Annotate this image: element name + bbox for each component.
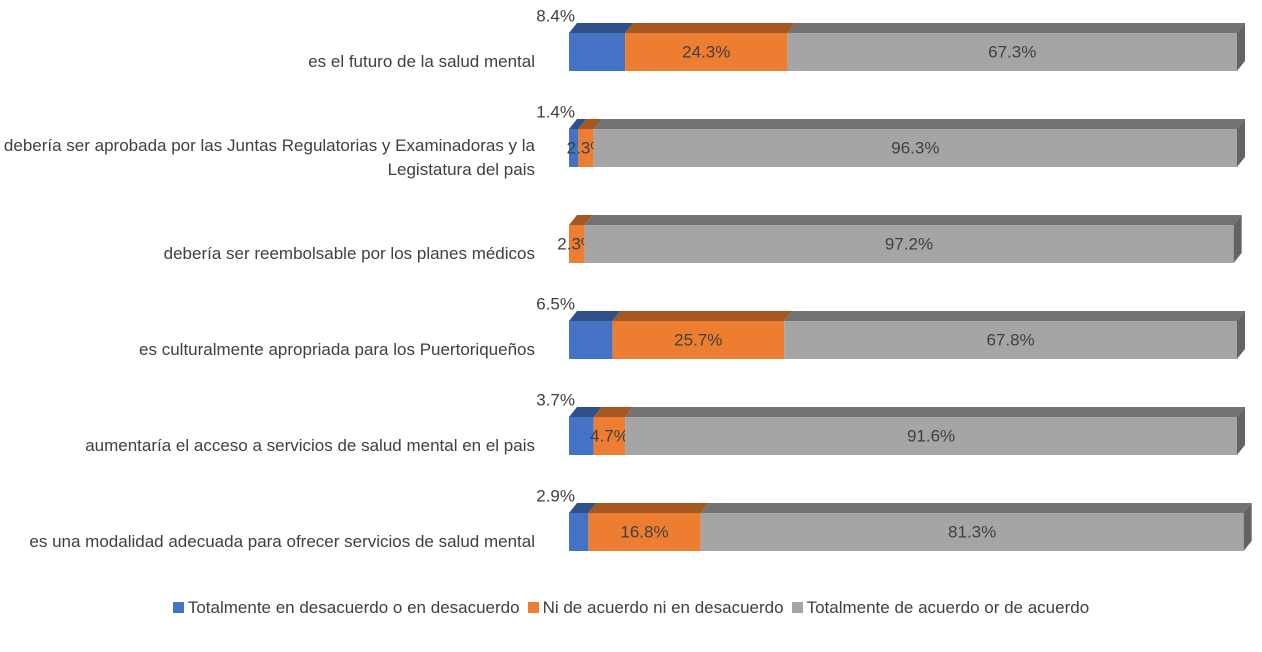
data-label: 2.9% xyxy=(536,486,575,505)
bar-segment xyxy=(569,215,593,263)
bar-side xyxy=(1237,119,1245,167)
bar-front xyxy=(593,417,626,455)
bar-top xyxy=(569,407,602,417)
bar-top xyxy=(584,215,1242,225)
data-label: 67.8% xyxy=(986,330,1034,349)
bar-segment xyxy=(588,503,709,551)
bar-top xyxy=(625,23,796,33)
data-label: 25.7% xyxy=(674,330,722,349)
bar-segment xyxy=(612,311,793,359)
category-label: es una modalidad adecuada para ofrecer s… xyxy=(29,532,535,551)
category-label: es culturalmente apropriada para los Pue… xyxy=(139,340,535,359)
bar-top xyxy=(588,503,709,513)
category-label: aumentaría el acceso a servicios de salu… xyxy=(85,436,535,455)
bar-top xyxy=(593,119,1245,129)
bar-top xyxy=(625,407,1245,417)
bar-side xyxy=(1243,503,1252,551)
data-label: 67.3% xyxy=(988,42,1036,61)
bar-segment xyxy=(569,503,597,551)
legend-swatch xyxy=(527,602,539,613)
data-label: 8.4% xyxy=(536,6,575,25)
data-label: 6.5% xyxy=(536,294,575,313)
category-label: es el futuro de la salud mental xyxy=(308,52,535,71)
bar-side xyxy=(1237,407,1245,455)
legend-label: Ni de acuerdo ni en desacuerdo xyxy=(542,598,784,617)
bar-segment xyxy=(593,119,1245,167)
bar-segment xyxy=(593,407,634,455)
category-label: debería ser reembolsable por los planes … xyxy=(163,244,535,263)
bar-segment xyxy=(625,23,796,71)
bar-top xyxy=(787,23,1245,33)
bar-top xyxy=(569,215,593,225)
bar-top xyxy=(569,503,597,513)
bar-segment xyxy=(569,311,621,359)
bar-side xyxy=(1237,311,1245,359)
data-label: 3.7% xyxy=(536,390,575,409)
bar-front xyxy=(578,129,594,167)
bar-front xyxy=(584,225,1234,263)
bar-top xyxy=(578,119,602,129)
bar-front xyxy=(784,321,1237,359)
bar-front xyxy=(569,417,594,455)
bar-side xyxy=(1233,215,1242,263)
bar-segment xyxy=(784,311,1245,359)
legend-label: Totalmente de acuerdo or de acuerdo xyxy=(806,598,1090,617)
legend: Totalmente en desacuerdo o en desacuerdo… xyxy=(0,598,1262,618)
bar-segment xyxy=(625,407,1245,455)
bar-front xyxy=(787,33,1237,71)
bar-segment xyxy=(578,119,602,167)
bar-front xyxy=(625,33,788,71)
bar-top xyxy=(569,119,587,129)
bar-front xyxy=(625,417,1237,455)
bar-front xyxy=(569,33,626,71)
bar-segment xyxy=(700,503,1252,551)
data-label: 81.3% xyxy=(948,522,996,541)
legend-item: Ni de acuerdo ni en desacuerdo xyxy=(527,598,784,618)
bar-top xyxy=(593,407,634,417)
category-label: debería ser aprobada por las Juntas Regu… xyxy=(3,136,535,179)
bar-top xyxy=(612,311,793,321)
bar-segment xyxy=(787,23,1245,71)
data-label: 24.3% xyxy=(682,42,730,61)
bar-segment xyxy=(584,215,1242,263)
bar-top xyxy=(784,311,1245,321)
bar-segment xyxy=(569,119,587,167)
bar-front xyxy=(569,129,579,167)
data-label: 97.2% xyxy=(885,234,933,253)
bar-top xyxy=(700,503,1252,513)
legend-label: Totalmente en desacuerdo o en desacuerdo xyxy=(187,598,520,617)
bar-segment xyxy=(569,407,602,455)
legend-item: Totalmente de acuerdo or de acuerdo xyxy=(791,598,1090,618)
legend-item: Totalmente en desacuerdo o en desacuerdo xyxy=(172,598,520,618)
bar-segment xyxy=(569,23,634,71)
bar-front xyxy=(612,321,785,359)
bar-top xyxy=(569,23,634,33)
bar-front xyxy=(588,513,701,551)
data-label: 1.4% xyxy=(536,102,575,121)
bar-front xyxy=(569,225,585,263)
bar-top xyxy=(569,311,621,321)
bar-front xyxy=(569,513,589,551)
bar-side xyxy=(1237,23,1245,71)
data-label: 16.8% xyxy=(620,522,668,541)
bar-front xyxy=(569,321,613,359)
data-label: 91.6% xyxy=(907,426,955,445)
bar-front xyxy=(700,513,1244,551)
data-label: 96.3% xyxy=(891,138,939,157)
data-label: 4.7% xyxy=(590,426,629,445)
bar-front xyxy=(593,129,1237,167)
legend-swatch xyxy=(791,602,803,613)
legend-swatch xyxy=(172,602,184,613)
